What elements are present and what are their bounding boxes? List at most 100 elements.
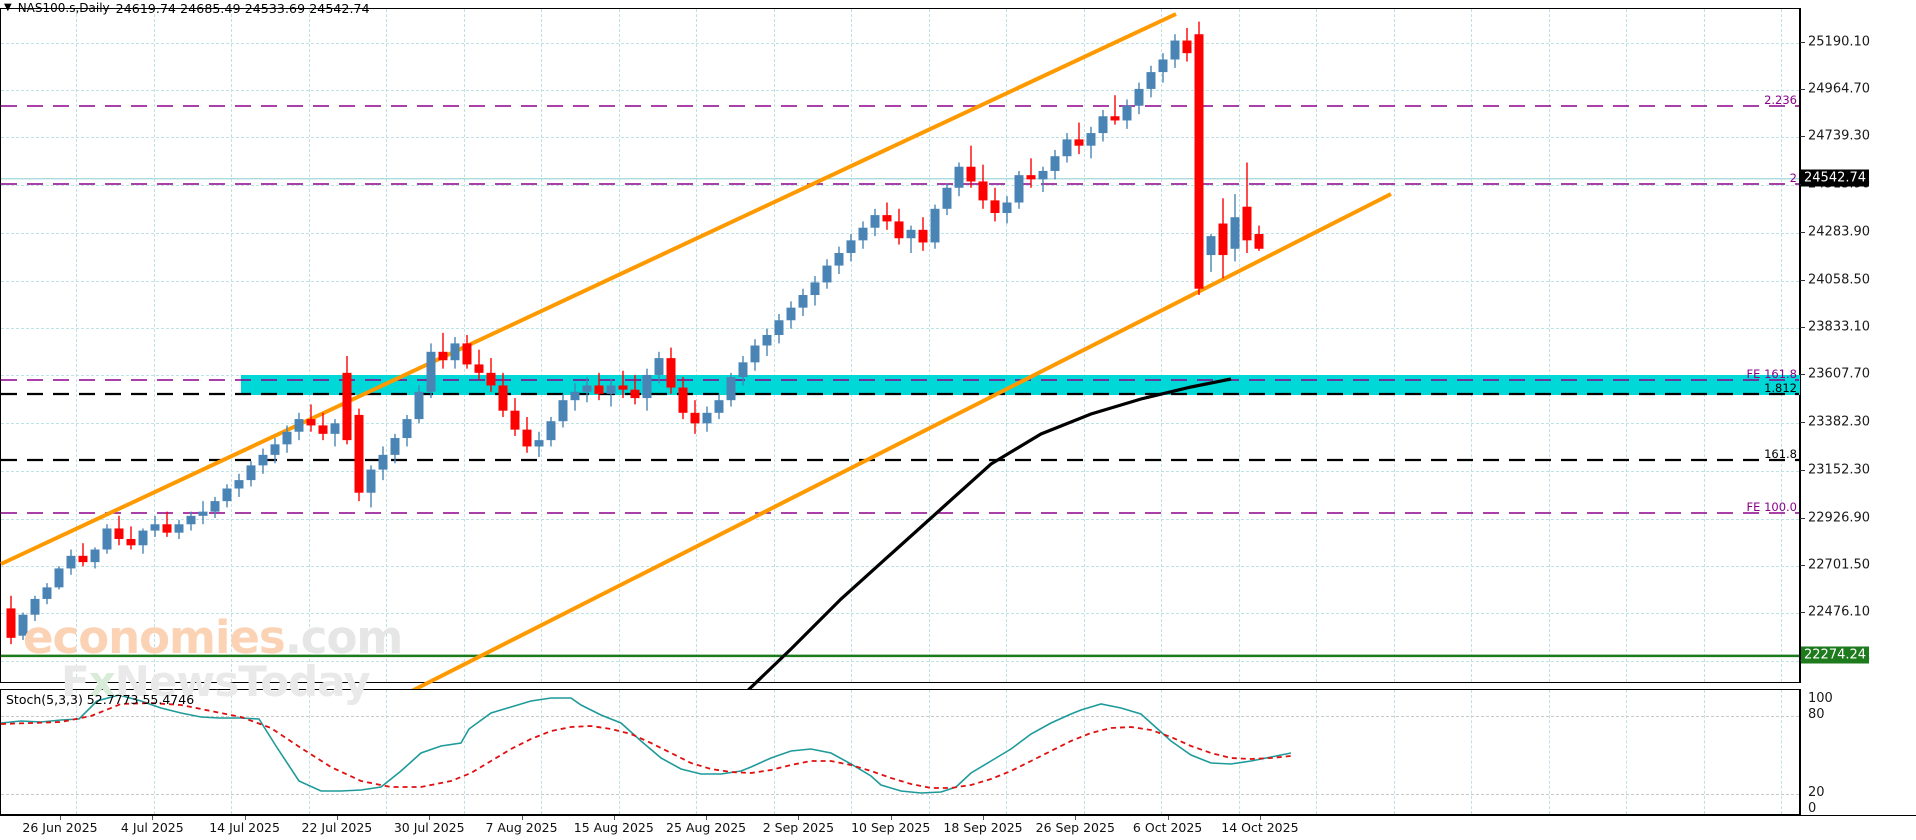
highlight-band [241, 375, 1801, 395]
candlestick [834, 246, 844, 274]
price-tick-mark [1800, 470, 1805, 472]
time-tick-label: 26 Jun 2025 [22, 820, 98, 835]
time-tick-mark [983, 816, 984, 820]
time-tick-label: 10 Sep 2025 [851, 820, 931, 835]
candle-body [426, 351, 436, 392]
candlestick [366, 465, 376, 508]
candlestick [210, 496, 220, 518]
candlestick [1194, 21, 1204, 296]
candlestick [390, 433, 400, 464]
candle-body [390, 438, 400, 455]
candle-body [1086, 133, 1096, 146]
candlestick [1002, 196, 1012, 224]
candle-body [1038, 170, 1048, 180]
candlestick [378, 446, 388, 481]
price-tick-mark [1800, 374, 1805, 376]
price-tick-label: 22926.90 [1808, 510, 1871, 526]
candle-body [966, 166, 976, 182]
price-chart-panel[interactable]: economies.com FxNewsToday 2.236 2 FE 161.8… [0, 8, 1801, 706]
candle-body [378, 454, 388, 470]
candle-body [318, 425, 328, 434]
candlestick [6, 595, 16, 645]
candlestick [1254, 225, 1264, 251]
candlestick [486, 358, 496, 392]
candlestick [1230, 194, 1240, 262]
candle-body [402, 419, 412, 439]
candle-body [738, 362, 748, 378]
candlestick [30, 595, 40, 622]
candlestick [426, 343, 436, 399]
candlestick [1098, 109, 1108, 142]
candlestick [1134, 82, 1144, 115]
candle-body [942, 187, 952, 209]
candlestick [1062, 133, 1072, 163]
price-tick-mark [1800, 279, 1805, 281]
candlestick [162, 511, 172, 537]
stochastic-tick-label: 80 [1808, 707, 1825, 722]
support-price-badge: 22274.24 [1801, 646, 1870, 664]
candle-body [162, 524, 172, 533]
candlestick [1026, 158, 1036, 188]
candle-body [786, 307, 796, 321]
candle-body [198, 511, 208, 516]
candlestick [18, 612, 28, 640]
candle-body [306, 419, 316, 426]
moving-average-line [739, 377, 1232, 699]
candlestick [462, 334, 472, 369]
candle-body [690, 412, 700, 424]
candle-body [558, 400, 568, 422]
candlestick [726, 372, 736, 407]
candle-body [798, 295, 808, 308]
candlestick [978, 164, 988, 209]
price-scale[interactable]: 25190.1024964.7024739.3024513.9024283.90… [1800, 8, 1916, 683]
price-tick-mark [1800, 41, 1805, 43]
candlestick [414, 385, 424, 424]
candlestick [1014, 170, 1024, 209]
time-tick-label: 25 Aug 2025 [666, 820, 747, 835]
price-tick-mark [1800, 421, 1805, 423]
price-tick-label: 23152.30 [1808, 462, 1871, 478]
triangle-down-icon[interactable]: ▼ [4, 2, 12, 13]
candle-body [618, 385, 628, 390]
candle-body [1146, 72, 1156, 89]
stochastic-panel[interactable]: Stoch(5,3,3) 52.7773 55.4746 [0, 689, 1800, 815]
candle-body [1122, 105, 1132, 121]
candle-body [414, 391, 424, 420]
time-scale[interactable]: 26 Jun 2025 4 Jul 2025 14 Jul 2025 22 Jul 2… [0, 815, 1916, 840]
stochastic-label: Stoch(5,3,3) 52.7773 55.4746 [6, 692, 195, 707]
last-price-badge: 24542.74 [1801, 169, 1870, 187]
candle-body [450, 343, 460, 361]
time-tick-label: 6 Oct 2025 [1132, 820, 1203, 835]
stochastic-scale: 100 80 20 0 [1800, 689, 1916, 816]
candle-body [1182, 40, 1192, 54]
price-tick-label: 24283.90 [1808, 224, 1871, 240]
candlestick [618, 370, 628, 399]
candlestick [150, 515, 160, 537]
candlestick [942, 183, 952, 216]
symbol-label: NAS100.s,Daily [17, 1, 110, 15]
time-tick-mark [336, 816, 338, 820]
candle-body [30, 598, 40, 615]
candlestick [1218, 198, 1228, 279]
candle-body [126, 538, 136, 546]
candle-body [66, 555, 76, 569]
candlestick [702, 406, 712, 432]
candle-body [630, 389, 640, 399]
candlestick [138, 528, 148, 554]
candle-body [930, 208, 940, 243]
level-label-161-8: 161.8 [1764, 447, 1797, 461]
price-tick-label: 23607.70 [1808, 366, 1871, 382]
stochastic-tick-label: 100 [1808, 691, 1833, 706]
candlestick [882, 202, 892, 230]
candle-body [342, 372, 352, 441]
candle-body [138, 530, 148, 546]
candle-body [978, 181, 988, 201]
candle-body [954, 166, 964, 188]
level-label-fe-161-8: FE 161.8 [1746, 367, 1797, 381]
candlestick [954, 162, 964, 197]
candlestick [714, 393, 724, 420]
time-tick-mark [613, 816, 615, 820]
candle-body [834, 252, 844, 266]
time-tick-label: 15 Aug 2025 [573, 820, 654, 835]
price-tick-mark [1800, 232, 1805, 234]
